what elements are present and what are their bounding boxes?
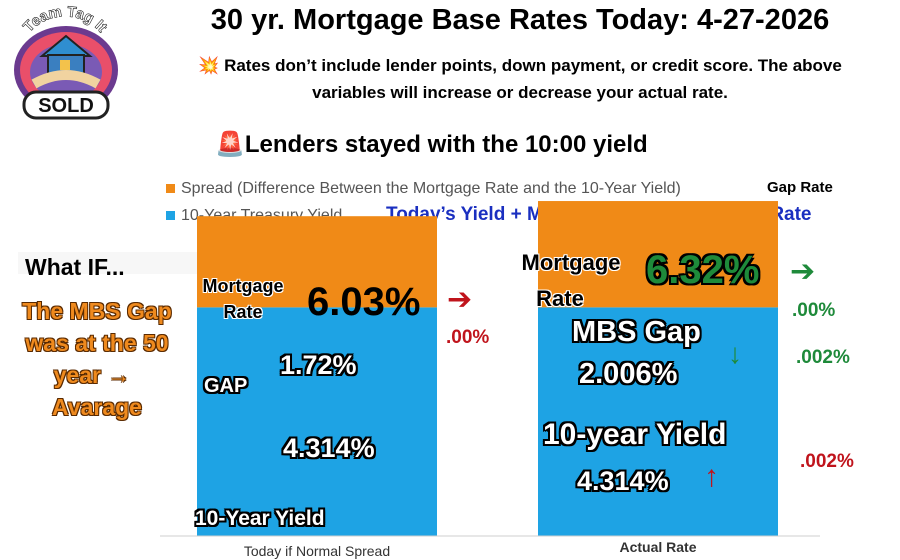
- disclaimer-note: 💥 Rates don’t include lender points, dow…: [170, 52, 870, 106]
- headline: 🚨Lenders stayed with the 10:00 yield: [215, 130, 648, 159]
- bar-segment-spread: [538, 201, 778, 308]
- right-arrow-icon: ➔: [790, 255, 816, 288]
- right-gap-change: .002%: [796, 347, 850, 368]
- x-tick-label: Actual Rate: [619, 539, 697, 555]
- right-arrow-icon: →: [107, 362, 131, 388]
- legend-swatch-spread: [166, 184, 175, 194]
- left-yield-label: 10-Year Yield: [195, 507, 325, 530]
- legend-swatch-treasury: [166, 211, 175, 221]
- left-gap-label: GAP: [204, 375, 248, 397]
- right-yield-value: 4.314%: [577, 466, 669, 496]
- legend-label-spread: Spread (Difference Between the Mortgage …: [181, 180, 681, 197]
- down-arrow-icon: ↓: [728, 338, 742, 369]
- disclaimer-text: Rates don’t include lender points, down …: [224, 56, 842, 102]
- left-yield-value: 4.314%: [283, 433, 375, 463]
- left-rate-change: .00%: [446, 327, 490, 348]
- right-yield-label: 10-year Yield: [543, 418, 727, 451]
- bar-segment-treasury-yield: [197, 307, 437, 536]
- gap-rate-label: Gap Rate: [767, 179, 833, 196]
- what-if-line: The MBS Gap: [22, 298, 172, 324]
- what-if-line: year →: [53, 362, 131, 388]
- up-arrow-icon: ↑: [704, 460, 719, 493]
- right-yield-change: .002%: [800, 451, 854, 472]
- headline-text: Lenders stayed with the 10:00 yield: [244, 131, 648, 158]
- x-tick-label: Today if Normal Spread: [243, 543, 391, 559]
- bars-group: [160, 201, 820, 537]
- bar-segment-spread: [197, 216, 437, 308]
- what-if-text: The MBS Gap was at the 50 year → Avarage: [8, 295, 186, 423]
- left-gap-value: 1.72%: [280, 350, 357, 380]
- collision-icon: 💥: [198, 56, 220, 75]
- right-mortgage-rate-value: 6.32%: [646, 248, 760, 292]
- right-mortgage-rate-label: Mortgage Rate: [521, 250, 621, 311]
- left-mortgage-rate-value: 6.03%: [307, 280, 421, 324]
- right-gap-label: MBS Gap: [572, 316, 701, 348]
- what-if-line: was at the 50: [25, 330, 169, 356]
- left-mortgage-rate-label: Mortgage Rate: [202, 276, 284, 322]
- right-rate-change: .00%: [792, 300, 836, 321]
- right-gap-value: 2.006%: [579, 358, 678, 390]
- right-arrow-icon: ➔: [447, 283, 473, 316]
- team-tag-it-logo: Team Tag It SOLD: [4, 2, 124, 122]
- logo-badge-text: SOLD: [38, 95, 94, 117]
- page-title: 30 yr. Mortgage Base Rates Today: 4-27-2…: [210, 4, 830, 36]
- what-if-line: Avarage: [52, 394, 142, 420]
- bar-segment-treasury-yield: [538, 307, 778, 536]
- what-if-title: What IF...: [25, 254, 125, 280]
- legend-item-spread: Spread (Difference Between the Mortgage …: [166, 180, 681, 198]
- alarm-icon: 🚨: [215, 131, 245, 158]
